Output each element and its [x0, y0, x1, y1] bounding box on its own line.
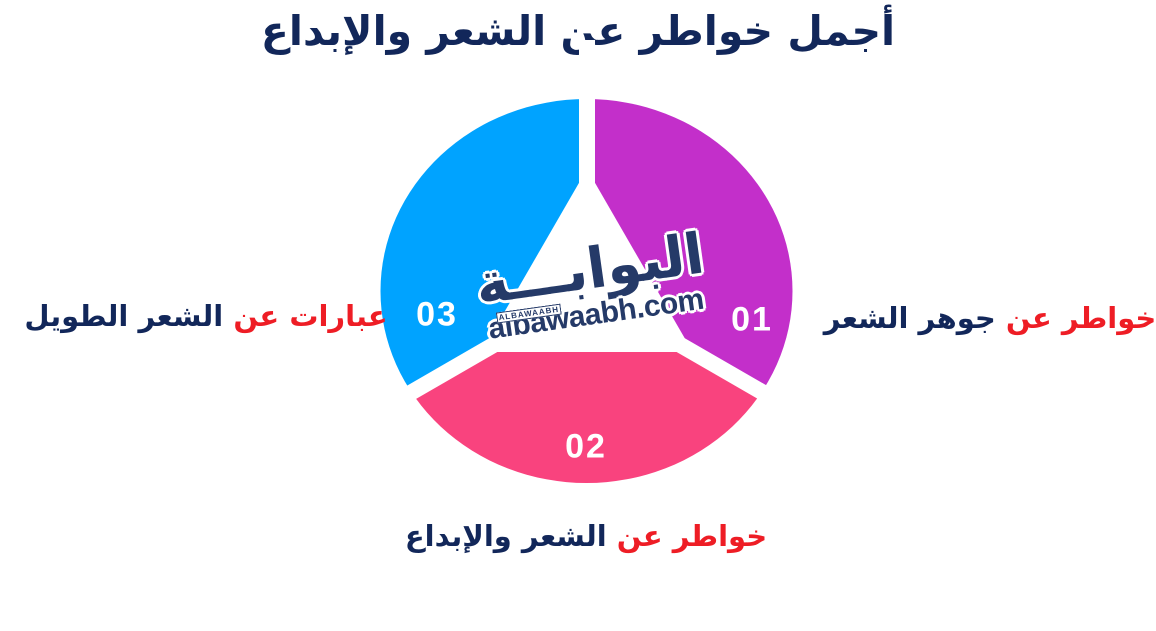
segment-01-label-main: جوهر الشعر — [823, 301, 996, 335]
segment-02-label-prefix: خواطر عن — [616, 519, 768, 553]
segment-01-label: خواطر عن جوهر الشعر — [824, 300, 1156, 338]
segment-03-label-prefix: عبارات عن — [233, 299, 388, 333]
segment-03-label: عبارات عن الشعر الطويل — [24, 298, 387, 336]
page-title: أجمل خواطر عن الشعر والإبداع — [260, 7, 896, 55]
segment-03-label-main: الشعر الطويل — [24, 299, 224, 333]
segment-03-number: 03 — [416, 295, 458, 334]
segment-01-label-prefix: خواطر عن — [1005, 301, 1156, 335]
segment-02-label-main: الشعر والإبداع — [404, 519, 607, 553]
segment-02-label: خواطر عن الشعر والإبداع — [405, 518, 767, 556]
segment-02-number: 02 — [565, 427, 607, 466]
segment-01-number: 01 — [731, 300, 773, 339]
